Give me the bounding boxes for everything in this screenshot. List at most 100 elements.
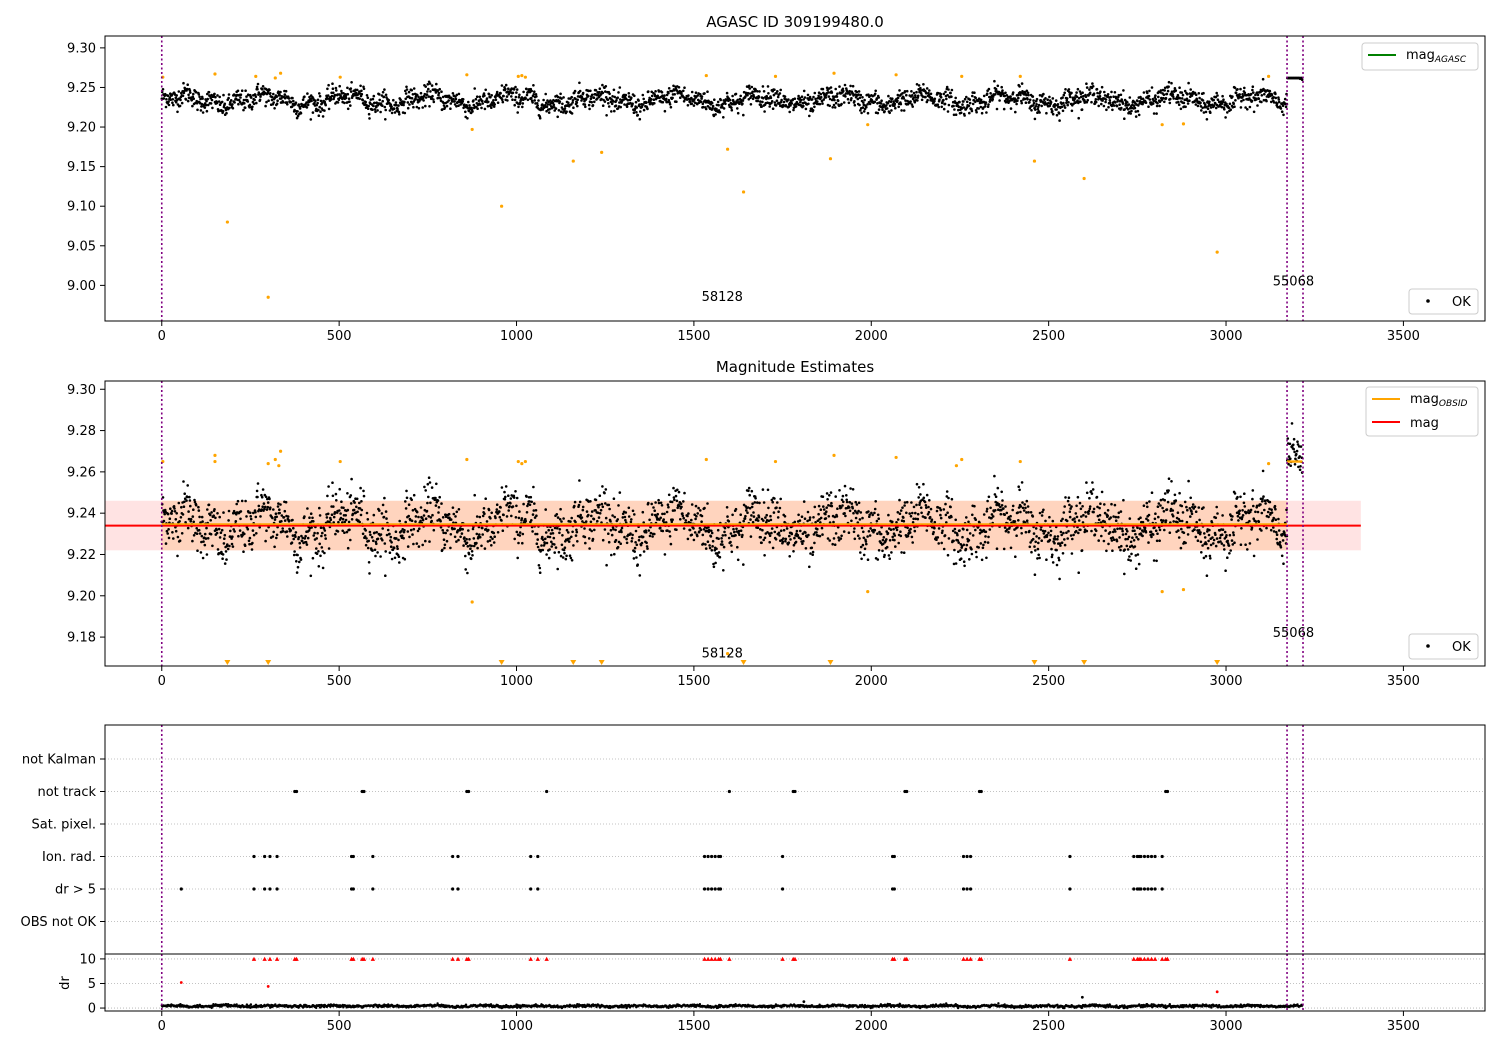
ok-point bbox=[520, 96, 524, 99]
ok-point bbox=[1034, 108, 1037, 111]
ok-point bbox=[694, 91, 698, 94]
ok-point bbox=[908, 531, 912, 534]
ok-point bbox=[851, 506, 854, 510]
ok-point bbox=[790, 532, 794, 536]
ok-point bbox=[404, 97, 408, 101]
ok-point bbox=[811, 550, 815, 554]
ok-point bbox=[502, 513, 505, 517]
ok-point bbox=[1009, 514, 1012, 518]
ok-point bbox=[854, 516, 858, 520]
ok-point bbox=[181, 94, 185, 98]
ok-point bbox=[788, 534, 791, 538]
ok-point bbox=[1280, 110, 1284, 113]
ok-point bbox=[569, 556, 573, 560]
ok-point bbox=[449, 518, 453, 521]
ok-point bbox=[925, 87, 929, 90]
ok-point bbox=[634, 529, 638, 533]
ok-point bbox=[532, 84, 535, 87]
ok-point bbox=[739, 529, 743, 532]
ok-point bbox=[1051, 519, 1055, 523]
ok-point bbox=[613, 95, 616, 99]
ok-point bbox=[461, 528, 465, 531]
ok-point bbox=[663, 94, 666, 97]
outlier-point bbox=[470, 127, 474, 132]
ok-point bbox=[262, 502, 266, 505]
ok-point bbox=[326, 512, 330, 516]
ok-point bbox=[1212, 98, 1215, 102]
ok-point bbox=[1057, 112, 1061, 115]
ok-point bbox=[1167, 80, 1171, 84]
ok-point bbox=[844, 95, 847, 98]
ok-point bbox=[1156, 101, 1159, 105]
ok-point bbox=[957, 541, 960, 544]
ok-point bbox=[499, 91, 502, 95]
ok-point bbox=[465, 537, 468, 541]
ok-point bbox=[571, 530, 574, 534]
ok-point bbox=[251, 529, 255, 532]
ok-point bbox=[324, 537, 328, 540]
ok-point bbox=[939, 513, 942, 517]
ok-point bbox=[1023, 97, 1027, 101]
ok-point bbox=[940, 541, 943, 545]
ok-point bbox=[209, 519, 212, 522]
ok-point bbox=[1047, 101, 1050, 105]
ok-point bbox=[886, 531, 890, 535]
ok-point bbox=[425, 509, 429, 513]
ok-point bbox=[902, 519, 906, 523]
ok-point bbox=[224, 550, 228, 553]
ok-point bbox=[1100, 490, 1104, 494]
ok-point bbox=[565, 110, 568, 113]
ok-point bbox=[904, 99, 907, 102]
ok-point bbox=[383, 496, 386, 500]
ok-point bbox=[724, 533, 727, 537]
ok-point bbox=[1035, 103, 1038, 106]
ok-point bbox=[776, 516, 780, 519]
ok-point bbox=[284, 89, 288, 93]
outlier-point bbox=[523, 75, 527, 79]
ok-point bbox=[706, 540, 710, 543]
ok-point bbox=[546, 103, 550, 106]
ok-point bbox=[953, 108, 956, 111]
ok-point bbox=[986, 499, 989, 503]
ok-point bbox=[1119, 93, 1123, 97]
ok-point bbox=[1284, 105, 1288, 109]
ok-point bbox=[530, 89, 533, 93]
ok-point bbox=[857, 90, 861, 93]
ok-point bbox=[665, 93, 669, 97]
ok-point bbox=[970, 109, 974, 113]
ok-point bbox=[500, 84, 504, 87]
ok-point bbox=[558, 100, 562, 103]
ok-point bbox=[1239, 87, 1242, 91]
ok-point bbox=[292, 553, 296, 557]
ok-point bbox=[242, 98, 246, 102]
ok-point bbox=[957, 108, 960, 112]
ok-point bbox=[426, 83, 430, 86]
ok-point bbox=[251, 541, 254, 545]
ok-point bbox=[504, 83, 508, 87]
ok-point bbox=[180, 532, 184, 535]
ok-point bbox=[580, 99, 583, 102]
ok-point bbox=[441, 528, 445, 532]
ok-point bbox=[518, 534, 522, 537]
ok-point bbox=[793, 520, 797, 524]
ok-point bbox=[453, 535, 457, 539]
ok-point bbox=[802, 89, 806, 93]
y-tick-label: 9.20 bbox=[67, 121, 96, 136]
ok-point bbox=[540, 544, 543, 547]
ok-point bbox=[176, 554, 179, 558]
ok-point bbox=[372, 513, 376, 517]
ok-point bbox=[1059, 544, 1062, 547]
ok-point bbox=[896, 99, 899, 102]
ok-point bbox=[891, 520, 894, 524]
ok-point bbox=[535, 102, 539, 105]
ok-point bbox=[255, 489, 259, 493]
ok-point bbox=[440, 502, 443, 505]
ok-point bbox=[601, 83, 604, 87]
ok-point bbox=[835, 515, 839, 518]
ok-point bbox=[1126, 108, 1130, 111]
ok-point bbox=[843, 484, 847, 488]
ok-point bbox=[561, 102, 564, 106]
ok-point bbox=[337, 98, 341, 102]
ok-point bbox=[1274, 92, 1277, 96]
ok-point bbox=[721, 543, 724, 546]
